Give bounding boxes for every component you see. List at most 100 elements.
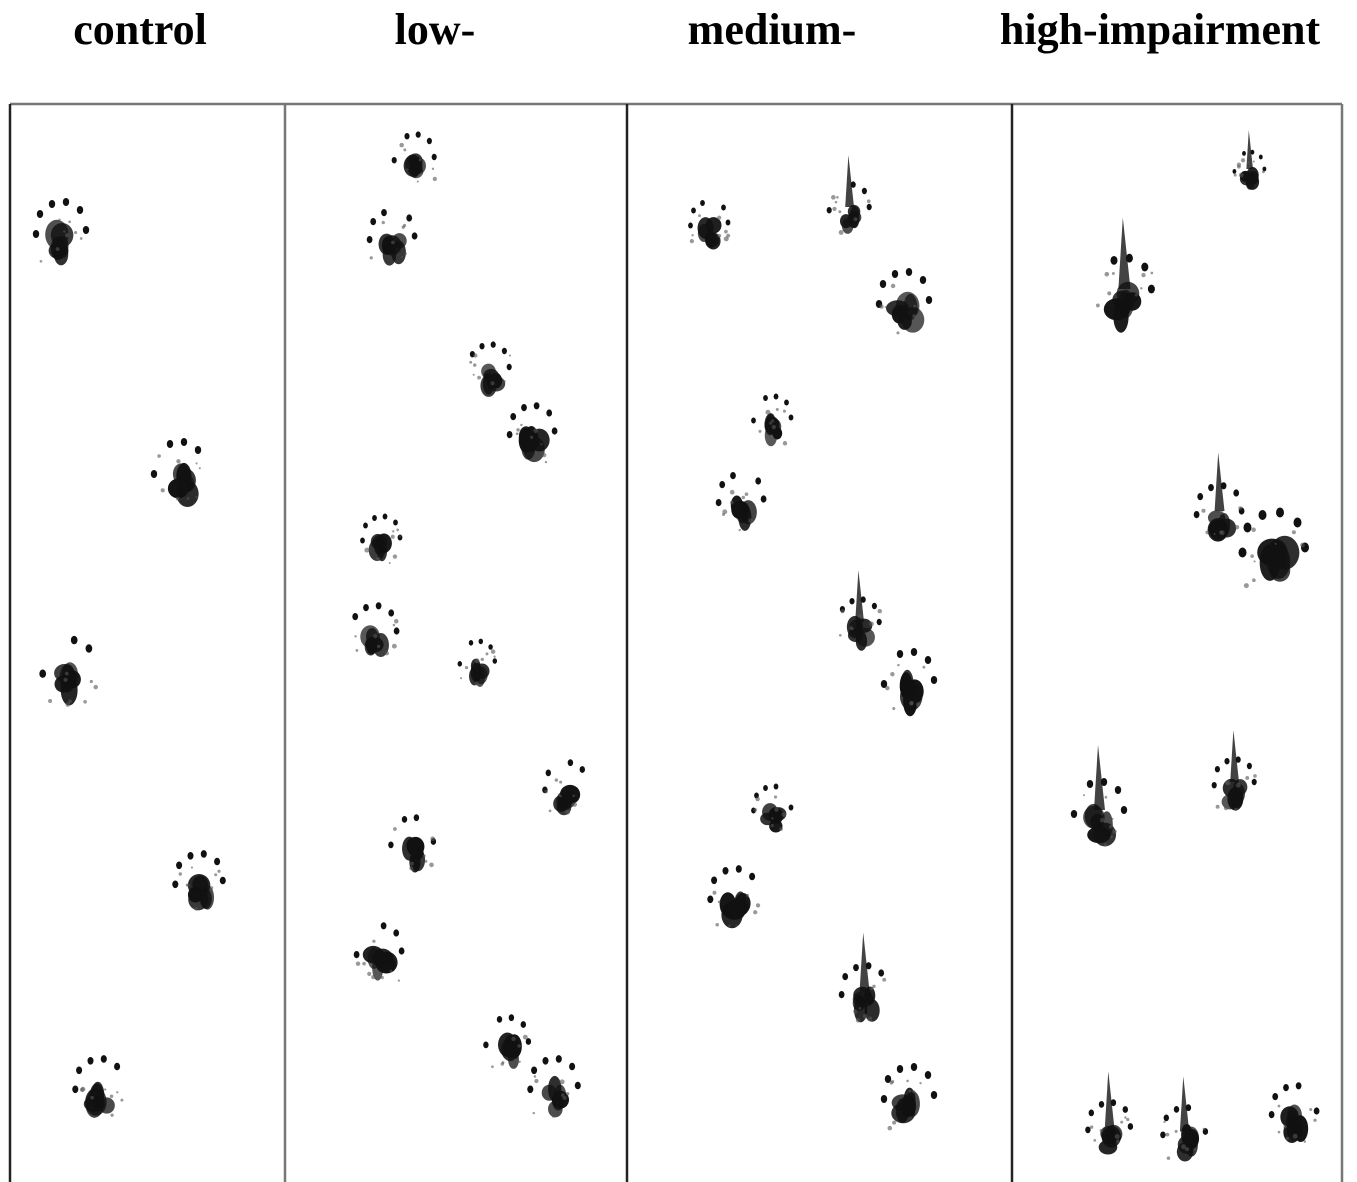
toe bbox=[354, 951, 360, 958]
speck bbox=[523, 1035, 528, 1040]
speck bbox=[1120, 1121, 1123, 1124]
toe bbox=[352, 613, 358, 620]
speck bbox=[559, 795, 562, 798]
speck bbox=[1100, 1129, 1103, 1132]
paw-print bbox=[1194, 453, 1245, 542]
speck bbox=[399, 535, 401, 537]
speck bbox=[1250, 554, 1254, 558]
speck bbox=[756, 903, 760, 907]
toe bbox=[1111, 1099, 1116, 1106]
toe bbox=[83, 226, 89, 234]
speck bbox=[191, 866, 193, 868]
speck bbox=[572, 794, 575, 797]
speck bbox=[1107, 291, 1111, 295]
speck bbox=[394, 619, 398, 623]
toe bbox=[114, 1063, 120, 1071]
toe bbox=[867, 204, 872, 210]
toe bbox=[509, 1014, 514, 1021]
toe bbox=[1194, 511, 1200, 518]
pad bbox=[498, 1033, 517, 1057]
toe bbox=[1101, 778, 1107, 786]
paw-print bbox=[33, 198, 89, 265]
speck bbox=[1309, 1108, 1312, 1111]
drag-smear bbox=[1118, 218, 1130, 290]
toe bbox=[546, 770, 551, 777]
speck bbox=[724, 236, 729, 241]
toe bbox=[1259, 155, 1263, 160]
speck bbox=[1203, 1128, 1206, 1131]
toe bbox=[86, 644, 93, 652]
speck bbox=[110, 1095, 114, 1099]
toe bbox=[427, 138, 432, 144]
speck bbox=[473, 363, 476, 366]
speck bbox=[765, 410, 770, 415]
paw-print bbox=[716, 472, 767, 531]
toe bbox=[360, 538, 365, 544]
paw-print bbox=[172, 850, 226, 910]
speck bbox=[746, 894, 749, 897]
toe bbox=[33, 230, 39, 238]
speck bbox=[774, 795, 777, 798]
speck bbox=[516, 428, 519, 431]
speck bbox=[1253, 774, 1257, 778]
column-label: control bbox=[73, 5, 207, 54]
speck bbox=[1115, 1134, 1120, 1139]
toe bbox=[763, 785, 768, 791]
paw-print bbox=[881, 648, 937, 716]
speck bbox=[355, 649, 358, 652]
speck bbox=[1213, 533, 1215, 535]
speck bbox=[698, 214, 701, 217]
speck bbox=[1090, 1125, 1094, 1129]
speck bbox=[194, 907, 198, 911]
toe bbox=[931, 676, 937, 684]
speck bbox=[1166, 1133, 1170, 1137]
toe bbox=[399, 947, 405, 954]
toe bbox=[1126, 254, 1133, 263]
pad bbox=[383, 243, 397, 265]
toe bbox=[1087, 780, 1093, 788]
toe bbox=[220, 877, 226, 885]
speck bbox=[104, 1088, 106, 1090]
speck bbox=[728, 925, 730, 927]
speck bbox=[858, 614, 862, 618]
speck bbox=[560, 1079, 565, 1084]
speck bbox=[491, 381, 495, 385]
speck bbox=[724, 230, 728, 234]
toe bbox=[711, 877, 717, 885]
paw-print bbox=[827, 155, 872, 235]
toe bbox=[77, 206, 83, 214]
speck bbox=[475, 681, 479, 685]
speck bbox=[1100, 818, 1104, 822]
toe bbox=[842, 973, 848, 980]
speck bbox=[1253, 560, 1255, 562]
speck bbox=[1110, 836, 1113, 839]
speck bbox=[916, 702, 920, 706]
pad bbox=[168, 479, 189, 499]
column-label: low- bbox=[395, 5, 476, 54]
speck bbox=[58, 218, 60, 220]
toe bbox=[381, 209, 387, 216]
toe bbox=[1294, 518, 1302, 528]
speck bbox=[1304, 1140, 1307, 1143]
speck bbox=[1252, 578, 1256, 582]
speck bbox=[1109, 825, 1113, 829]
toe bbox=[1085, 1127, 1090, 1134]
speck bbox=[210, 886, 214, 890]
speck bbox=[514, 1059, 516, 1061]
toe bbox=[151, 470, 157, 478]
toe bbox=[851, 181, 856, 187]
toe bbox=[383, 514, 388, 520]
speck bbox=[392, 644, 397, 649]
toe bbox=[726, 220, 731, 226]
toe bbox=[370, 218, 376, 225]
toe bbox=[853, 964, 859, 971]
speck bbox=[367, 972, 371, 976]
toe bbox=[707, 896, 713, 904]
speck bbox=[1205, 531, 1209, 535]
speck bbox=[391, 535, 395, 539]
speck bbox=[1163, 1121, 1165, 1123]
speck bbox=[491, 649, 495, 653]
speck bbox=[65, 233, 69, 237]
speck bbox=[896, 331, 899, 334]
speck bbox=[401, 256, 403, 258]
